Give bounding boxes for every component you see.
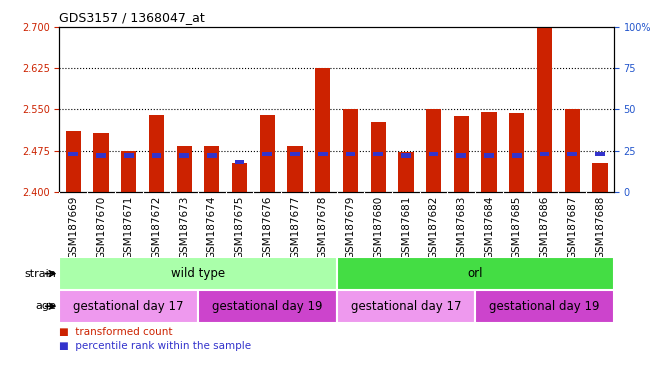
Bar bbox=[96, 154, 106, 158]
Text: GSM187678: GSM187678 bbox=[317, 195, 328, 259]
Bar bbox=[287, 146, 303, 192]
Bar bbox=[59, 257, 337, 290]
Bar bbox=[343, 109, 358, 192]
Text: age: age bbox=[35, 301, 56, 311]
Text: GSM187675: GSM187675 bbox=[234, 195, 245, 259]
Bar bbox=[592, 163, 608, 192]
Bar bbox=[180, 154, 189, 158]
Bar bbox=[370, 122, 386, 192]
Bar bbox=[374, 152, 383, 156]
Bar bbox=[259, 115, 275, 192]
Bar bbox=[453, 116, 469, 192]
Text: orl: orl bbox=[467, 267, 483, 280]
Bar bbox=[93, 132, 109, 192]
Text: GSM187673: GSM187673 bbox=[179, 195, 189, 259]
Text: GSM187687: GSM187687 bbox=[567, 195, 578, 259]
Text: GSM187676: GSM187676 bbox=[262, 195, 273, 259]
Text: gestational day 19: gestational day 19 bbox=[212, 300, 323, 313]
Text: GSM187684: GSM187684 bbox=[484, 195, 494, 259]
Bar bbox=[315, 68, 331, 192]
Bar bbox=[121, 151, 137, 192]
Bar bbox=[207, 154, 216, 158]
Bar bbox=[429, 152, 438, 156]
Text: GSM187681: GSM187681 bbox=[401, 195, 411, 259]
Bar bbox=[69, 152, 78, 156]
Bar bbox=[457, 154, 466, 158]
Text: strain: strain bbox=[24, 268, 56, 279]
Bar bbox=[124, 154, 133, 158]
Bar bbox=[426, 109, 442, 192]
Bar bbox=[59, 290, 198, 323]
Text: GDS3157 / 1368047_at: GDS3157 / 1368047_at bbox=[59, 11, 205, 24]
Text: GSM187671: GSM187671 bbox=[123, 195, 134, 259]
Text: ■  transformed count: ■ transformed count bbox=[59, 327, 173, 337]
Bar bbox=[148, 115, 164, 192]
Bar bbox=[232, 163, 248, 192]
Text: GSM187670: GSM187670 bbox=[96, 195, 106, 258]
Bar bbox=[318, 152, 327, 156]
Bar bbox=[540, 152, 549, 156]
Text: GSM187679: GSM187679 bbox=[345, 195, 356, 259]
Bar bbox=[346, 152, 355, 156]
Bar bbox=[568, 152, 577, 156]
Text: GSM187688: GSM187688 bbox=[595, 195, 605, 259]
Bar bbox=[401, 154, 411, 158]
Bar bbox=[176, 146, 192, 192]
Bar bbox=[204, 146, 220, 192]
Text: ■  percentile rank within the sample: ■ percentile rank within the sample bbox=[59, 341, 251, 351]
Bar bbox=[512, 154, 521, 158]
Text: GSM187683: GSM187683 bbox=[456, 195, 467, 259]
Bar bbox=[564, 109, 580, 192]
Bar bbox=[509, 113, 525, 192]
Bar bbox=[65, 131, 81, 192]
Text: gestational day 19: gestational day 19 bbox=[489, 300, 600, 313]
Text: GSM187677: GSM187677 bbox=[290, 195, 300, 259]
Text: gestational day 17: gestational day 17 bbox=[350, 300, 461, 313]
Bar bbox=[537, 27, 552, 192]
Text: GSM187682: GSM187682 bbox=[428, 195, 439, 259]
Text: GSM187680: GSM187680 bbox=[373, 195, 383, 258]
Bar bbox=[481, 112, 497, 192]
Text: GSM187686: GSM187686 bbox=[539, 195, 550, 259]
Text: gestational day 17: gestational day 17 bbox=[73, 300, 184, 313]
Bar bbox=[398, 152, 414, 192]
Bar bbox=[235, 160, 244, 164]
Text: wild type: wild type bbox=[171, 267, 225, 280]
Bar bbox=[475, 290, 614, 323]
Bar bbox=[595, 152, 605, 156]
Text: GSM187672: GSM187672 bbox=[151, 195, 162, 259]
Text: GSM187669: GSM187669 bbox=[68, 195, 79, 259]
Bar bbox=[152, 154, 161, 158]
Bar bbox=[198, 290, 337, 323]
Bar bbox=[484, 154, 494, 158]
Bar bbox=[337, 290, 475, 323]
Bar bbox=[263, 152, 272, 156]
Text: GSM187685: GSM187685 bbox=[512, 195, 522, 259]
Text: GSM187674: GSM187674 bbox=[207, 195, 217, 259]
Bar bbox=[290, 152, 300, 156]
Bar bbox=[337, 257, 614, 290]
